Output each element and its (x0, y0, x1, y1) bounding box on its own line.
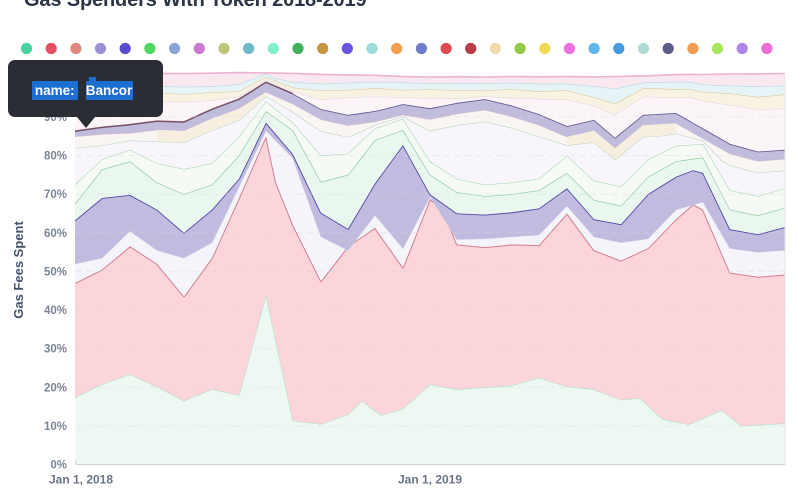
svg-text:20%: 20% (44, 382, 67, 394)
svg-text:80%: 80% (44, 151, 67, 163)
svg-text:10%: 10% (44, 421, 67, 433)
svg-text:Gas Fees Spent: Gas Fees Spent (11, 221, 26, 319)
svg-text:0%: 0% (50, 460, 67, 472)
svg-text:Jan 1, 2018: Jan 1, 2018 (49, 473, 113, 487)
svg-text:40%: 40% (44, 305, 67, 317)
svg-text:70%: 70% (44, 189, 67, 201)
svg-text:50%: 50% (44, 266, 67, 278)
svg-text:Jan 1, 2019: Jan 1, 2019 (398, 473, 462, 487)
svg-text:60%: 60% (44, 228, 67, 240)
svg-text:30%: 30% (44, 344, 67, 356)
